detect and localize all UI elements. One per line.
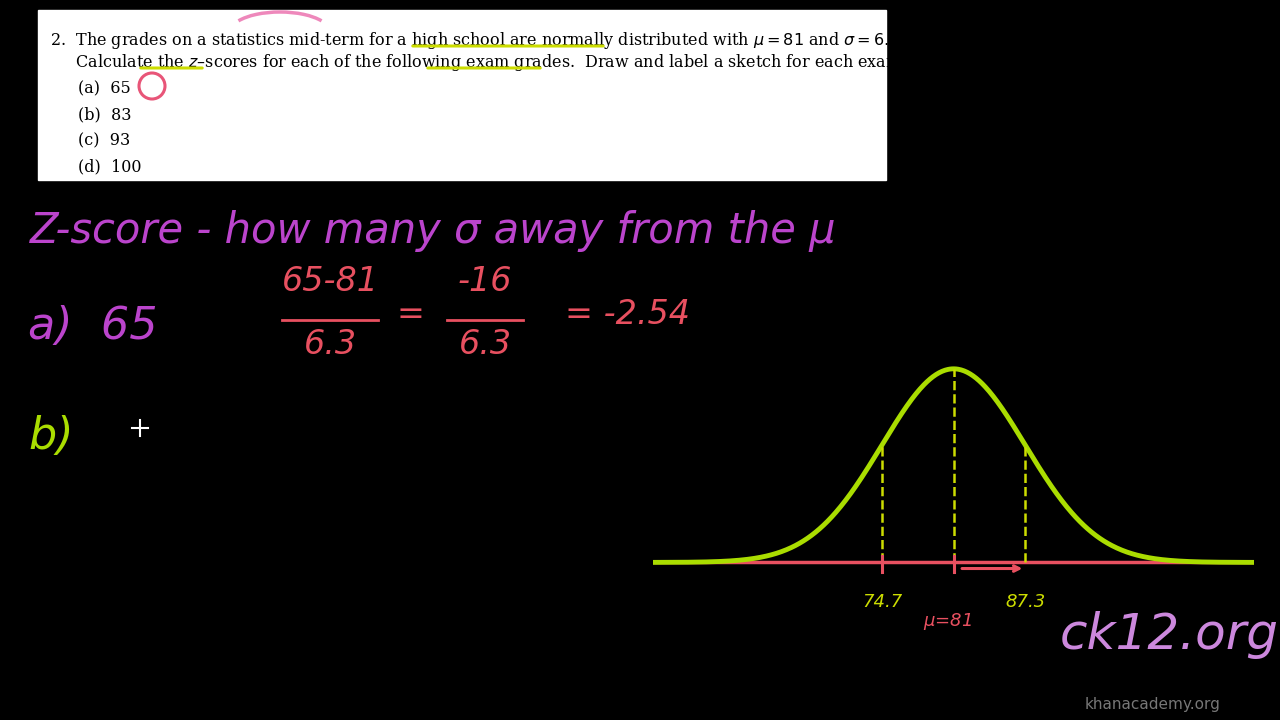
Text: ck12.org: ck12.org bbox=[1060, 611, 1279, 659]
Text: Z-score - how many σ away from the μ: Z-score - how many σ away from the μ bbox=[29, 210, 837, 252]
Text: 74.7: 74.7 bbox=[861, 593, 902, 611]
Text: (d)  100: (d) 100 bbox=[78, 158, 142, 175]
Text: (a)  65: (a) 65 bbox=[78, 80, 131, 97]
Text: (b)  83: (b) 83 bbox=[78, 106, 132, 123]
Text: 87.3: 87.3 bbox=[1005, 593, 1046, 611]
FancyBboxPatch shape bbox=[38, 10, 886, 180]
Text: =: = bbox=[396, 297, 424, 330]
Text: a)  65: a) 65 bbox=[28, 305, 157, 348]
Text: -16: -16 bbox=[458, 265, 512, 298]
Text: 6.3: 6.3 bbox=[303, 328, 357, 361]
Text: 2.  The grades on a statistics mid-term for a high school are normally distribut: 2. The grades on a statistics mid-term f… bbox=[50, 30, 904, 51]
Text: = -2.54: = -2.54 bbox=[564, 297, 690, 330]
Text: $\mu$=81: $\mu$=81 bbox=[923, 611, 973, 632]
Text: b): b) bbox=[28, 415, 74, 458]
Text: Calculate the $z$–scores for each of the following exam grades.  Draw and label : Calculate the $z$–scores for each of the… bbox=[50, 52, 931, 73]
Text: 65-81: 65-81 bbox=[282, 265, 379, 298]
Text: 6.3: 6.3 bbox=[458, 328, 512, 361]
Text: khanacademy.org: khanacademy.org bbox=[1084, 697, 1220, 712]
Text: (c)  93: (c) 93 bbox=[78, 132, 131, 149]
